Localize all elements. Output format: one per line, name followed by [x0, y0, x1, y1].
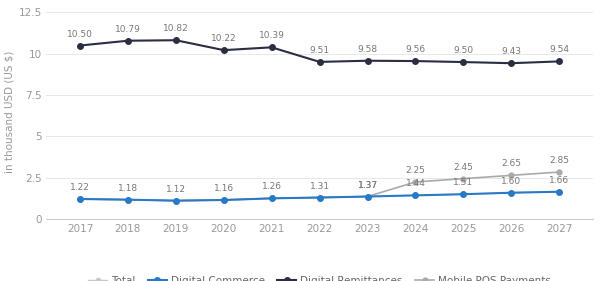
Text: 1.18: 1.18	[118, 184, 138, 193]
Text: 10.79: 10.79	[115, 25, 141, 34]
Text: 1.37: 1.37	[358, 181, 377, 190]
Text: 1.37: 1.37	[358, 181, 377, 190]
Text: 9.50: 9.50	[454, 46, 473, 55]
Text: 10.82: 10.82	[163, 24, 189, 33]
Text: 2.65: 2.65	[502, 159, 521, 168]
Text: 10.50: 10.50	[67, 30, 93, 38]
Text: 1.60: 1.60	[501, 177, 521, 186]
Text: 9.58: 9.58	[358, 45, 377, 54]
Text: 1.51: 1.51	[454, 178, 473, 187]
Text: 9.54: 9.54	[549, 46, 569, 55]
Text: 1.66: 1.66	[549, 176, 569, 185]
Text: 1.22: 1.22	[70, 183, 90, 192]
Text: 9.56: 9.56	[406, 45, 425, 54]
Text: 1.31: 1.31	[310, 182, 329, 191]
Text: 1.26: 1.26	[262, 182, 281, 191]
Text: 2.45: 2.45	[454, 163, 473, 172]
Text: 2.25: 2.25	[406, 166, 425, 175]
Y-axis label: in thousand USD (US $): in thousand USD (US $)	[4, 51, 14, 173]
Text: 9.43: 9.43	[502, 47, 521, 56]
Text: 9.51: 9.51	[310, 46, 329, 55]
Text: 1.12: 1.12	[166, 185, 186, 194]
Legend: Total, Digital Commerce, Digital Remittances, Mobile POS Payments: Total, Digital Commerce, Digital Remitta…	[84, 272, 555, 281]
Text: 1.16: 1.16	[214, 184, 234, 193]
Text: 10.22: 10.22	[211, 34, 236, 43]
Text: 2.85: 2.85	[549, 156, 569, 165]
Text: 1.44: 1.44	[406, 180, 425, 189]
Text: 10.39: 10.39	[259, 31, 284, 40]
